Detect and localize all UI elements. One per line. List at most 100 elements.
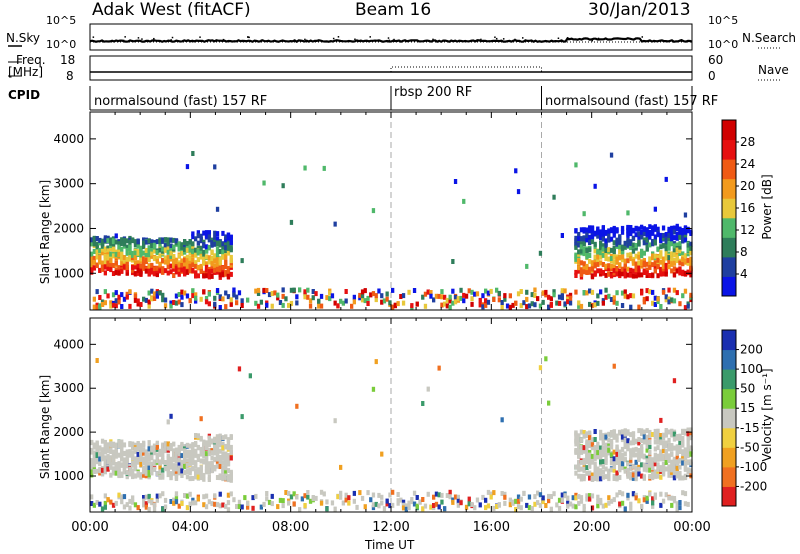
velocity-cell (683, 447, 688, 453)
power-cell (686, 251, 690, 257)
velocity-cell (656, 436, 660, 442)
velocity-cell (114, 445, 118, 451)
velocity-cell (549, 506, 553, 512)
power-cell (147, 290, 151, 296)
power-cell (601, 262, 605, 267)
power-cell (172, 244, 176, 250)
velocity-cell (388, 492, 392, 498)
velocity-cell (536, 500, 540, 506)
power-cell (177, 253, 181, 259)
power-cell (95, 305, 99, 311)
velocity-cell (640, 503, 644, 509)
velocity-cell (689, 432, 693, 438)
power-cell (609, 273, 614, 279)
velocity-cell (185, 469, 190, 474)
velocity-cell (161, 444, 165, 449)
power-cell (100, 302, 105, 307)
velocity-cell (139, 446, 143, 452)
power-cell (191, 249, 195, 255)
velocity-cell (642, 454, 646, 460)
velocity-cell (590, 476, 595, 482)
velocity-cell (177, 451, 181, 457)
power-cell (133, 297, 138, 303)
velocity-cell (229, 477, 233, 483)
power-cell (328, 296, 332, 302)
power-cell (117, 252, 121, 258)
power-cell (218, 242, 222, 248)
velocity-cell (265, 496, 269, 502)
noise-point (92, 36, 95, 38)
power-cell (574, 256, 578, 262)
velocity-ytick-label: 4000 (53, 337, 84, 351)
velocity-cell (645, 498, 649, 504)
velocity-cell (341, 500, 345, 506)
velocity-cell (191, 454, 195, 460)
noise-tick-right-top: 10^5 (708, 14, 739, 27)
power-cell (503, 296, 507, 302)
velocity-cell (672, 471, 677, 477)
velocity-cell (604, 455, 608, 460)
velocity-cell (166, 472, 170, 478)
power-cell (185, 258, 190, 264)
velocity-cell (631, 447, 636, 453)
velocity-cell (210, 455, 214, 461)
power-cell (604, 287, 608, 293)
power-cell (213, 258, 217, 264)
velocity-cell (527, 505, 532, 511)
velocity-cell (640, 462, 644, 468)
noise-point (141, 38, 143, 40)
velocity-cell (656, 439, 660, 445)
power-colorbar-swatch (722, 120, 736, 141)
power-cell (147, 267, 151, 273)
velocity-cell (645, 428, 649, 434)
freq-unit-label: [MHz] (8, 65, 44, 79)
power-cell (360, 293, 365, 299)
power-cell (612, 225, 616, 231)
velocity-cell (224, 456, 228, 462)
power-cell (514, 168, 518, 174)
power-cell (678, 266, 682, 272)
velocity-cell (448, 494, 452, 500)
power-cell (601, 229, 605, 235)
velocity-cell (686, 501, 690, 507)
power-cell (678, 234, 682, 240)
power-colorbar-tick-label: 20 (740, 179, 755, 193)
power-cell (158, 290, 162, 296)
velocity-cell (412, 501, 417, 507)
velocity-cell (188, 501, 192, 507)
velocity-cell (577, 500, 581, 506)
velocity-cell (98, 445, 102, 451)
velocity-cell (656, 445, 660, 451)
power-cell (577, 265, 581, 271)
power-cell (640, 224, 644, 230)
velocity-cell (612, 461, 616, 467)
velocity-cell (514, 507, 518, 512)
power-cell (492, 297, 496, 302)
power-cell (194, 263, 198, 269)
velocity-cell (467, 501, 471, 507)
power-cell (689, 231, 693, 236)
power-cell (196, 240, 200, 246)
power-cell (596, 268, 600, 274)
velocity-cell (484, 497, 488, 503)
velocity-cell (155, 454, 159, 460)
power-cell (111, 253, 116, 259)
power-cell (166, 243, 170, 249)
power-cell (111, 242, 116, 248)
power-cell (631, 268, 636, 274)
velocity-cell (645, 463, 649, 469)
velocity-cell (92, 442, 96, 448)
velocity-cell (131, 460, 135, 466)
power-cell (541, 290, 545, 296)
power-cell (103, 254, 107, 259)
velocity-cell (194, 460, 198, 466)
power-cell (180, 294, 184, 300)
power-cell (651, 241, 655, 247)
power-cell (653, 206, 657, 212)
power-cell (215, 236, 220, 242)
velocity-cell (629, 505, 633, 511)
power-colorbar-swatch (722, 256, 736, 277)
power-cell (188, 298, 192, 304)
velocity-cell (637, 471, 641, 477)
power-cell (303, 165, 307, 171)
